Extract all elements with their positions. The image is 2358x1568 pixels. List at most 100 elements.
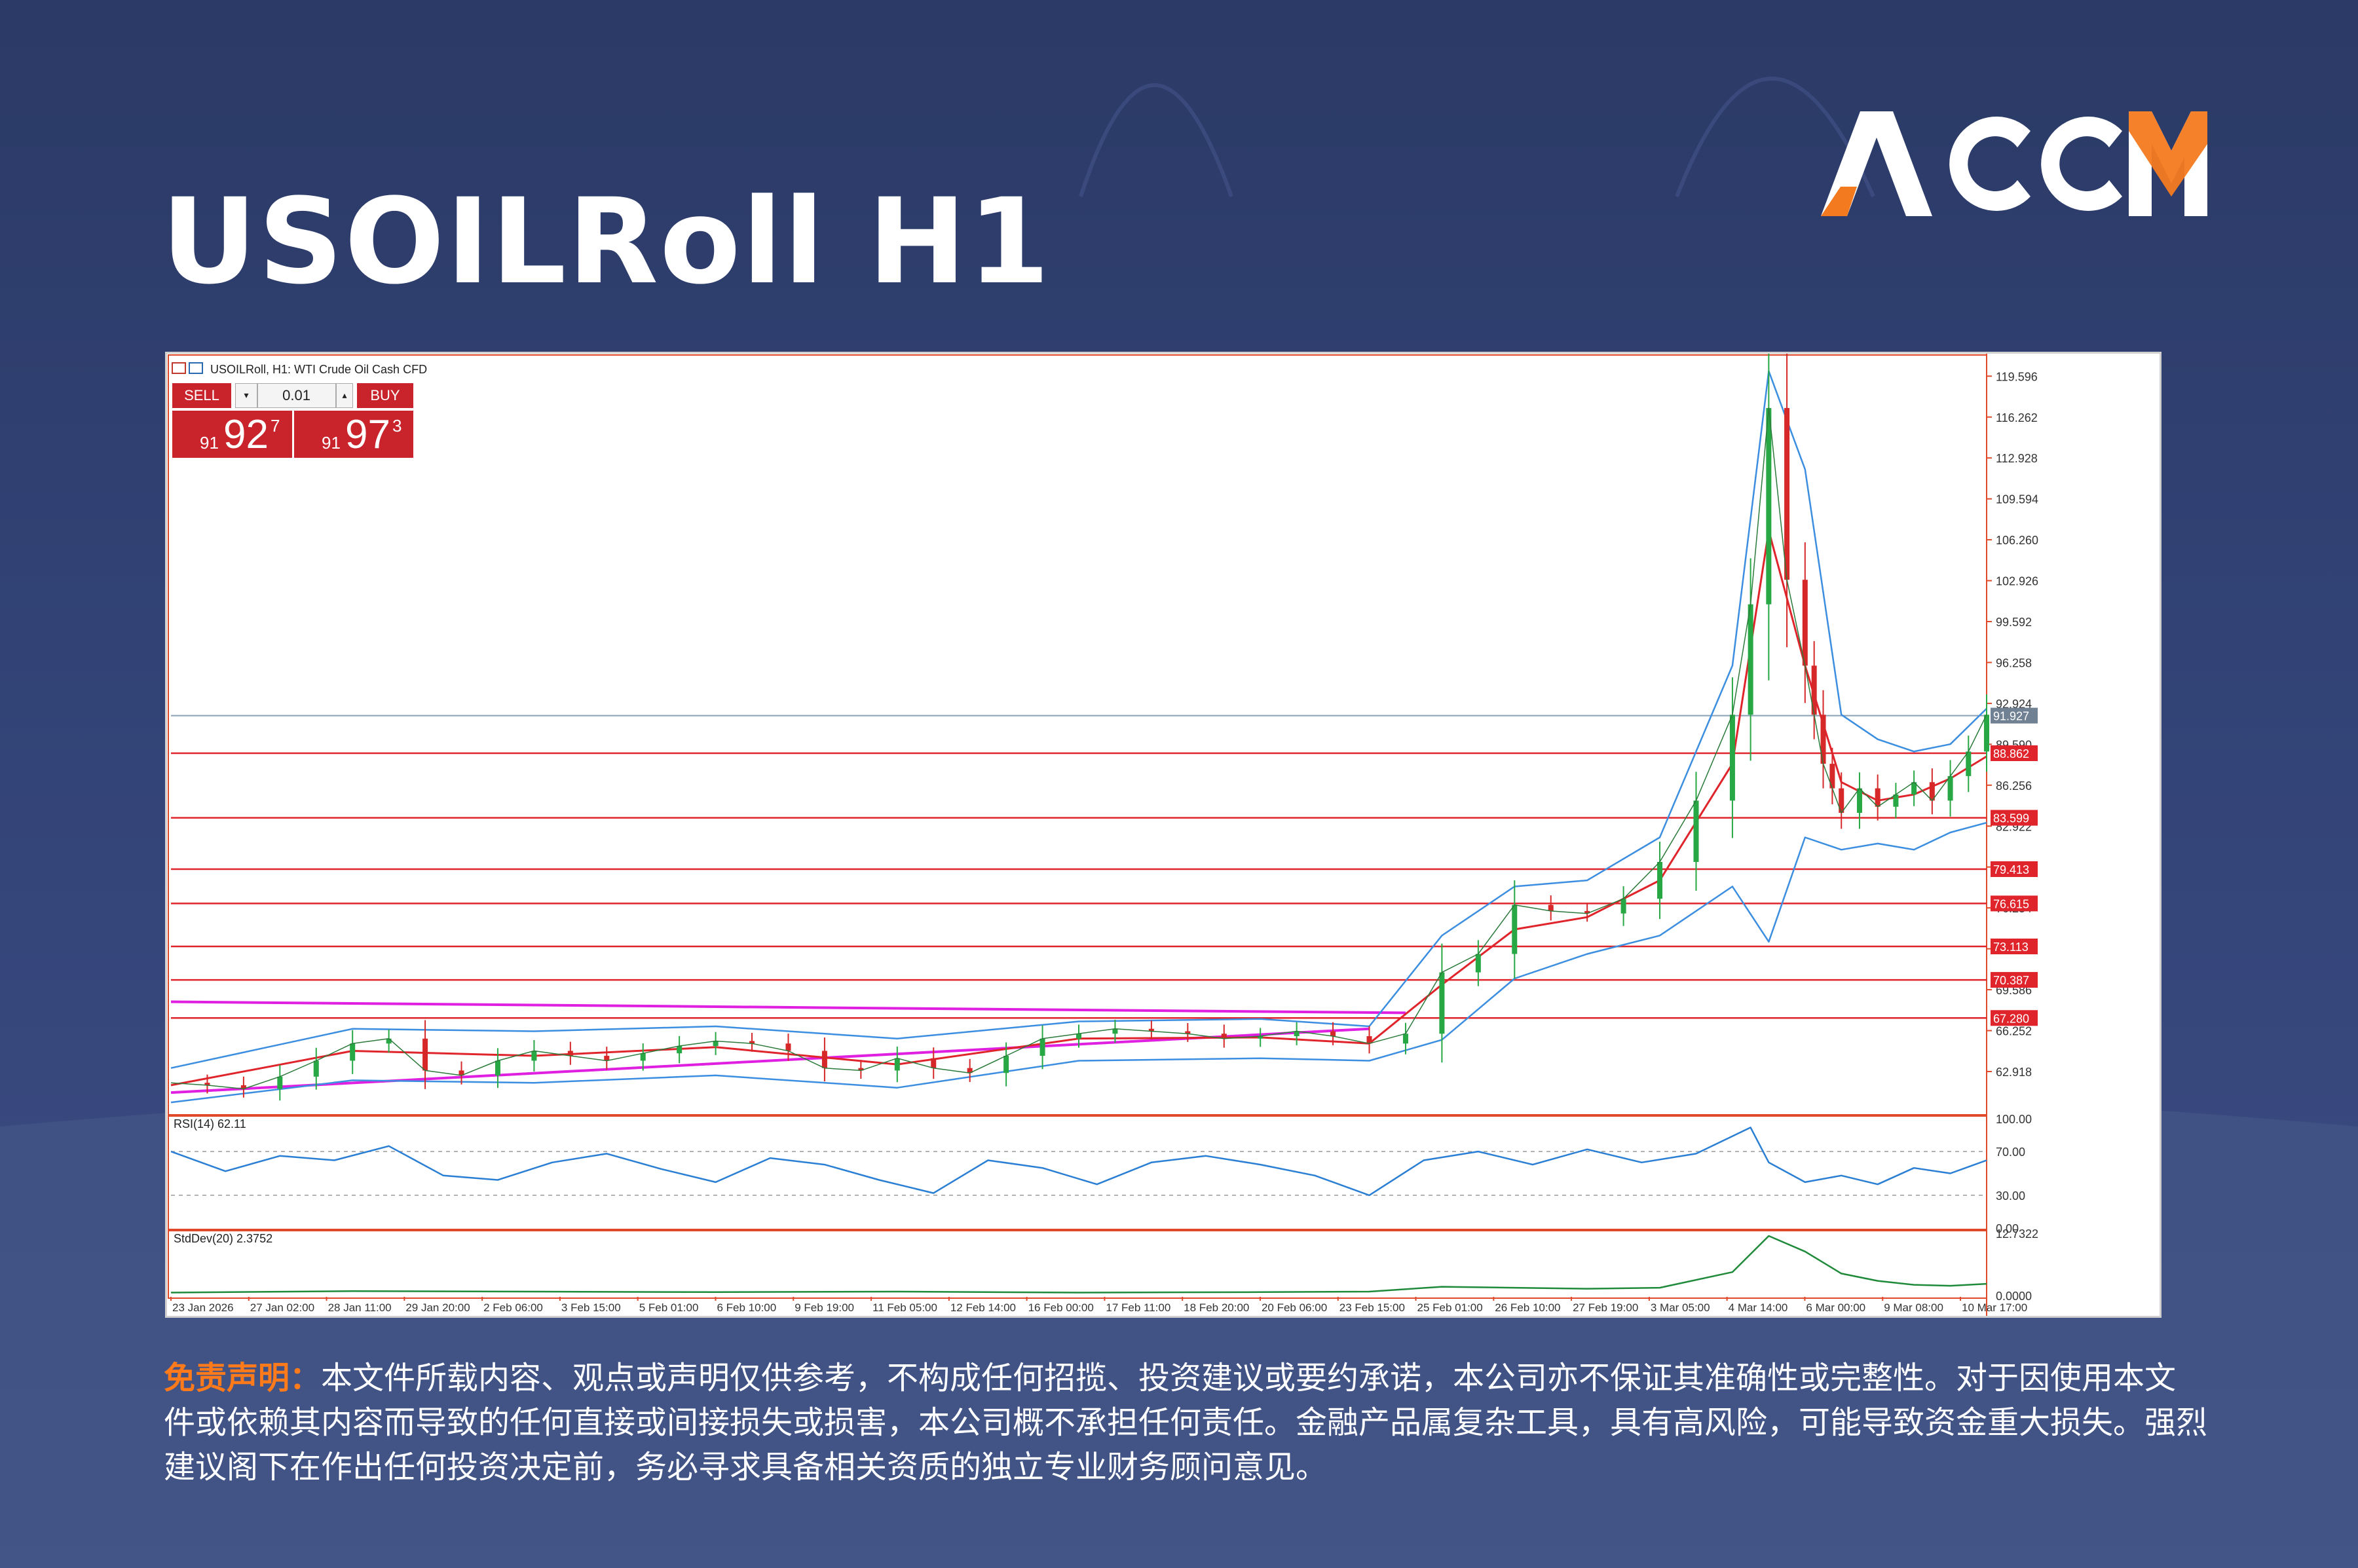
disclaimer-text: 本文件所载内容、观点或声明仅供参考，不构成任何招揽、投资建议或要约承诺，本公司亦… [164, 1360, 2208, 1485]
panel-border-sd [168, 1229, 1987, 1299]
y-tick-label: 66.252 [1996, 1025, 2032, 1038]
level-tag-label: 70.387 [1993, 974, 2029, 987]
x-tick-label: 6 Mar 00:00 [1806, 1301, 1865, 1314]
candle-body [1984, 715, 1989, 752]
level-tag [1991, 895, 2038, 912]
price-close-line [170, 407, 1987, 1090]
candle-body [495, 1060, 500, 1075]
stddev-label: StdDev(20) 2.3752 [174, 1232, 272, 1245]
sell-button[interactable]: SELL [172, 383, 231, 408]
candle-body [1512, 905, 1518, 954]
buy-price-pip: 3 [392, 416, 402, 436]
x-tick-label: 27 Feb 19:00 [1573, 1301, 1638, 1314]
lot-decrease-button[interactable]: ▾ [235, 383, 257, 408]
sell-price-prefix: 91 [200, 433, 219, 453]
candle-body [240, 1085, 246, 1089]
x-tick-label: 6 Feb 10:00 [717, 1301, 776, 1314]
candle-body [277, 1076, 283, 1089]
rsi-line [170, 1127, 1987, 1197]
lot-increase-button[interactable]: ▴ [336, 383, 353, 408]
candle-body [458, 1070, 464, 1075]
buy-price-button[interactable]: 91 97 3 [294, 411, 413, 458]
candle-body [1148, 1028, 1154, 1032]
candle-body [1829, 764, 1835, 789]
page-title: USOILRoll H1 [161, 174, 1051, 310]
level-tag [1991, 1010, 2038, 1026]
y-tick-label: 62.918 [1996, 1066, 2032, 1079]
y-tick-label: 112.928 [1996, 452, 2038, 465]
x-tick-label: 29 Jan 20:00 [405, 1301, 470, 1314]
rsi-tick-label: 0.00 [1996, 1222, 2019, 1235]
candle-body [386, 1038, 392, 1044]
x-tick-label: 5 Feb 01:00 [639, 1301, 699, 1314]
candle-body [531, 1051, 537, 1061]
panel-border-rsi [168, 1114, 1987, 1231]
level-tag-label: 83.599 [1993, 812, 2029, 825]
y-tick-label: 96.258 [1996, 656, 2032, 669]
candle-body [604, 1055, 610, 1061]
candle-body [677, 1045, 683, 1054]
y-tick-label: 106.260 [1996, 534, 2038, 547]
lot-size-input[interactable]: 0.01 [257, 383, 336, 408]
x-tick-label: 3 Feb 15:00 [561, 1301, 621, 1314]
candle-body [1947, 775, 1953, 801]
candle-body [1221, 1034, 1227, 1039]
x-tick-label: 20 Feb 06:00 [1262, 1301, 1327, 1314]
candle-body [1856, 788, 1862, 813]
chart-symbol-icon [189, 362, 203, 374]
x-tick-label: 10 Mar 17:00 [1962, 1301, 2027, 1314]
x-tick-label: 17 Feb 11:00 [1106, 1301, 1170, 1314]
sell-price-main: 92 [223, 412, 269, 457]
buy-price-main: 97 [345, 412, 390, 457]
candle-body [1893, 794, 1899, 807]
candle-body [1693, 800, 1699, 862]
level-tag-label: 67.280 [1993, 1012, 2029, 1025]
candle-body [713, 1041, 719, 1046]
rsi-tick-label: 70.00 [1996, 1146, 2025, 1159]
level-tag [1991, 861, 2038, 877]
x-tick-label: 16 Feb 00:00 [1028, 1301, 1094, 1314]
candle-body [640, 1053, 646, 1061]
stddev-tick-label: 0.0000 [1996, 1290, 2032, 1303]
candle-body [1076, 1034, 1081, 1039]
candle-body [1112, 1028, 1118, 1034]
buy-button[interactable]: BUY [357, 383, 413, 408]
candle-body [931, 1058, 937, 1068]
x-tick-label: 4 Mar 14:00 [1729, 1301, 1788, 1314]
candle-body [1766, 407, 1772, 605]
price-chart: USOILRoll, H1: WTI Crude Oil Cash CFD 119… [168, 354, 2038, 1316]
x-tick-label: 23 Feb 15:00 [1339, 1301, 1405, 1314]
level-tag-label: 73.113 [1993, 941, 2029, 954]
candle-body [858, 1068, 864, 1071]
candle-body [1402, 1034, 1408, 1044]
trendline-2 [170, 1027, 1370, 1094]
bollinger-lower-band [170, 821, 1987, 1104]
candle-body [422, 1038, 428, 1071]
candle-body [1802, 580, 1808, 666]
candle-body [567, 1051, 573, 1056]
chart-terminal[interactable]: USOILRoll, H1: WTI Crude Oil Cash CFD 119… [165, 352, 2162, 1318]
chart-window-icon [172, 362, 186, 374]
candle-body [1620, 899, 1626, 914]
sell-price-button[interactable]: 91 92 7 [172, 411, 292, 458]
candle-body [1784, 407, 1790, 580]
y-tick-label: 119.596 [1996, 370, 2038, 383]
candle-body [1366, 1036, 1372, 1044]
x-tick-label: 28 Jan 11:00 [328, 1301, 392, 1314]
disclaimer-label: 免责声明： [164, 1360, 322, 1396]
disclaimer: 免责声明：本文件所载内容、观点或声明仅供参考，不构成任何招揽、投资建议或要约承诺… [164, 1356, 2207, 1489]
current-price-label: 91.927 [1993, 710, 2029, 723]
candle-body [350, 1043, 356, 1061]
candle-body [749, 1041, 755, 1044]
candle-body [785, 1043, 791, 1051]
y-tick-label: 99.592 [1996, 616, 2032, 629]
x-tick-label: 25 Feb 01:00 [1417, 1301, 1483, 1314]
level-tag [1991, 745, 2038, 761]
sell-price-pip: 7 [271, 416, 280, 436]
current-price-tag [1991, 707, 2038, 724]
candle-body [1966, 751, 1972, 776]
x-tick-label: 12 Feb 14:00 [950, 1301, 1016, 1314]
candle-body [1729, 715, 1735, 801]
x-tick-label: 18 Feb 20:00 [1184, 1301, 1249, 1314]
candle-body [204, 1083, 210, 1085]
